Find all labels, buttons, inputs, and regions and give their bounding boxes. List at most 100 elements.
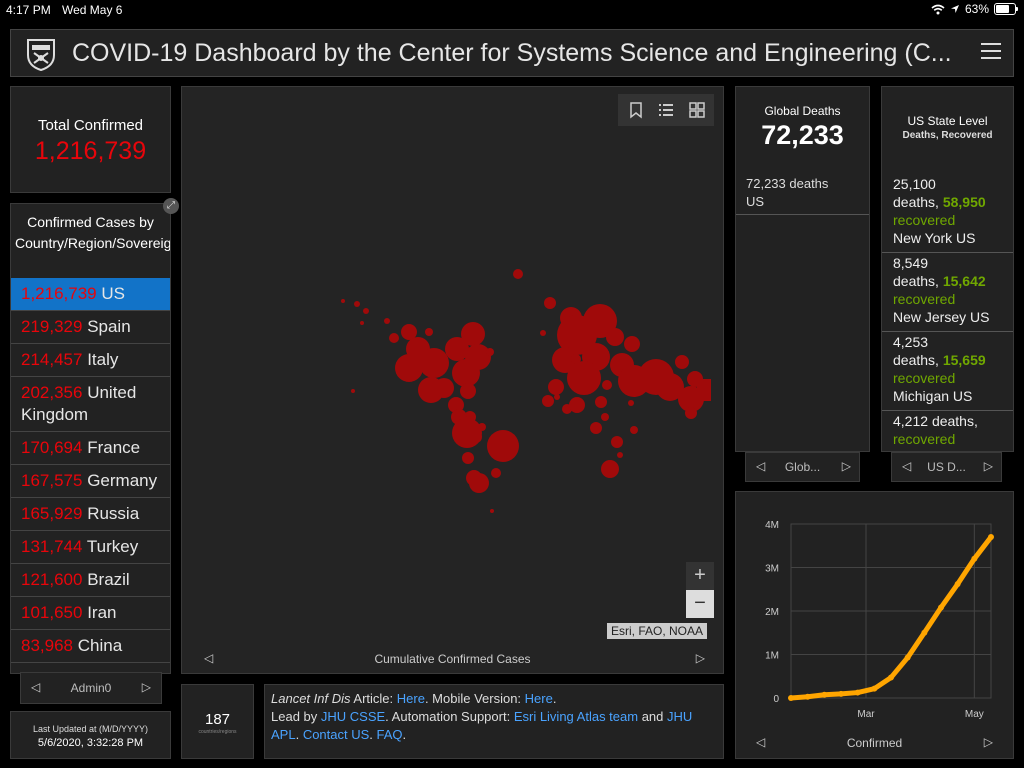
- basemap-gallery-icon[interactable]: [688, 101, 706, 119]
- map-bubble: [571, 354, 581, 364]
- us-state-subtitle: Deaths, Recovered: [902, 130, 993, 141]
- map-bubble: [363, 308, 369, 314]
- country-count: 1,216,739: [21, 284, 97, 303]
- map-bubble: [548, 379, 564, 395]
- country-row[interactable]: 83,968 China: [11, 630, 170, 663]
- y-tick-label: 4M: [765, 520, 779, 531]
- expand-icon[interactable]: ⤢: [163, 198, 179, 214]
- chevron-left-icon[interactable]: ◁: [204, 651, 214, 665]
- country-row[interactable]: 121,600 Brazil: [11, 564, 170, 597]
- faq-link[interactable]: FAQ: [376, 727, 403, 742]
- confirmed-chart: 0 1M 2M 3M 4M Mar May: [765, 520, 994, 720]
- map-bubble: [487, 430, 519, 462]
- map-bubble: [419, 348, 449, 378]
- country-row[interactable]: 170,694 France: [11, 432, 170, 465]
- last-updated-value: 5/6/2020, 3:32:28 PM: [37, 737, 144, 749]
- data-point: [904, 654, 911, 661]
- chart-footer-label: Confirmed: [846, 736, 903, 750]
- country-row[interactable]: 101,650 Iran: [11, 597, 170, 630]
- map-bubble: [557, 315, 597, 355]
- chevron-right-icon[interactable]: ▷: [983, 735, 993, 749]
- country-row[interactable]: 214,457 Italy: [11, 344, 170, 377]
- country-list-title: Confirmed Cases by Country/Region/Sovere…: [15, 214, 171, 251]
- map-bubble: [624, 336, 640, 352]
- data-point: [954, 581, 961, 588]
- chevron-left-icon[interactable]: ◁: [756, 459, 766, 473]
- global-deaths-panel: Global Deaths 72,233 72,233 deaths US: [735, 86, 870, 452]
- data-point: [804, 693, 811, 700]
- country-row[interactable]: 1,216,739 US: [11, 278, 170, 311]
- data-point: [938, 604, 944, 611]
- chevron-left-icon[interactable]: ◁: [756, 735, 766, 749]
- jhu-csse-link[interactable]: JHU CSSE: [320, 709, 386, 724]
- chevron-right-icon[interactable]: ▷: [141, 680, 151, 694]
- jhu-apl-link[interactable]: JHU APL: [271, 709, 693, 742]
- map-bubble: [590, 422, 602, 434]
- bookmark-icon[interactable]: [627, 101, 645, 119]
- contact-us-link[interactable]: Contact US: [302, 727, 370, 742]
- country-name: Russia: [87, 504, 140, 523]
- data-point: [838, 690, 844, 697]
- zoom-in-button[interactable]: +: [686, 562, 714, 590]
- country-count: 131,744: [21, 537, 83, 556]
- article-link[interactable]: Here: [396, 691, 425, 706]
- country-row[interactable]: 167,575 Germany: [11, 465, 170, 498]
- us-state-row[interactable]: 4,253 deaths, 15,659 recovered Michigan …: [882, 332, 1013, 411]
- map-toolbar: [618, 94, 714, 126]
- chevron-right-icon[interactable]: ▷: [695, 651, 705, 665]
- mobile-version-link[interactable]: Here: [524, 691, 553, 706]
- countries-count-label: countries/regions: [198, 729, 237, 735]
- series-line-confirmed: [788, 534, 994, 701]
- map-panel[interactable]: + − Esri, FAO, NOAA ◁ Cumulative Confirm…: [181, 86, 724, 674]
- y-tick-label: 1M: [765, 651, 779, 662]
- country-count: 214,457: [21, 350, 83, 369]
- dashboard-title: COVID-19 Dashboard by the Center for Sys…: [72, 39, 952, 67]
- country-row[interactable]: 165,929 Russia: [11, 498, 170, 531]
- us-state-row[interactable]: 4,212 deaths, recovered: [882, 411, 1013, 451]
- deaths-entry-count: 72,233 deaths: [746, 176, 829, 191]
- list-icon[interactable]: [657, 101, 675, 119]
- location-icon: [950, 5, 959, 13]
- data-point: [871, 685, 878, 692]
- country-row[interactable]: 131,744 Turkey: [11, 531, 170, 564]
- country-name: France: [87, 438, 141, 457]
- total-confirmed-label: Total Confirmed: [37, 117, 144, 134]
- map-bubble: [656, 373, 684, 401]
- menu-button[interactable]: [981, 43, 1001, 59]
- country-name: Italy: [87, 350, 119, 369]
- us-state-row[interactable]: 8,549 deaths, 15,642 recovered New Jerse…: [882, 253, 1013, 332]
- chevron-right-icon[interactable]: ▷: [841, 459, 851, 473]
- map-footer-label: Cumulative Confirmed Cases: [374, 652, 531, 666]
- y-tick-label: 3M: [765, 564, 779, 575]
- map-bubble: [486, 348, 494, 356]
- map-bubbles: [341, 269, 711, 513]
- last-updated-panel: Last Updated at (M/D/YYYY) 5/6/2020, 3:3…: [10, 711, 171, 759]
- data-point: [888, 674, 894, 681]
- menu-bar: [981, 50, 1001, 52]
- chevron-left-icon[interactable]: ◁: [902, 459, 912, 473]
- state-recovered: 15,642: [942, 273, 986, 289]
- map-bubble: [389, 333, 399, 343]
- deaths-list-item[interactable]: 72,233 deaths US: [746, 175, 828, 211]
- map-bubble: [513, 269, 523, 279]
- zoom-out-button[interactable]: −: [686, 590, 714, 618]
- country-row[interactable]: 219,329 Spain: [11, 311, 170, 344]
- chevron-left-icon[interactable]: ◁: [31, 680, 41, 694]
- map-bubble: [425, 328, 433, 336]
- us-state-row[interactable]: 25,100 deaths, 58,950 recovered New York…: [882, 174, 1013, 253]
- map-bubble: [595, 396, 607, 408]
- map-bubble: [540, 330, 546, 336]
- map-bubble: [469, 473, 489, 493]
- state-deaths: 25,100: [893, 176, 936, 192]
- map-bubble: [384, 318, 390, 324]
- data-point: [921, 629, 928, 636]
- chevron-right-icon[interactable]: ▷: [983, 459, 993, 473]
- total-confirmed-value: 1,216,739: [34, 137, 147, 165]
- map-bubble: [567, 361, 601, 395]
- map-bubble: [628, 400, 634, 406]
- map-attribution: Esri, FAO, NOAA: [607, 623, 708, 639]
- esri-living-atlas-link[interactable]: Esri Living Atlas team: [513, 709, 639, 724]
- country-count: 121,600: [21, 570, 83, 589]
- country-row[interactable]: 202,356 United Kingdom: [11, 377, 170, 432]
- country-name: China: [77, 636, 123, 655]
